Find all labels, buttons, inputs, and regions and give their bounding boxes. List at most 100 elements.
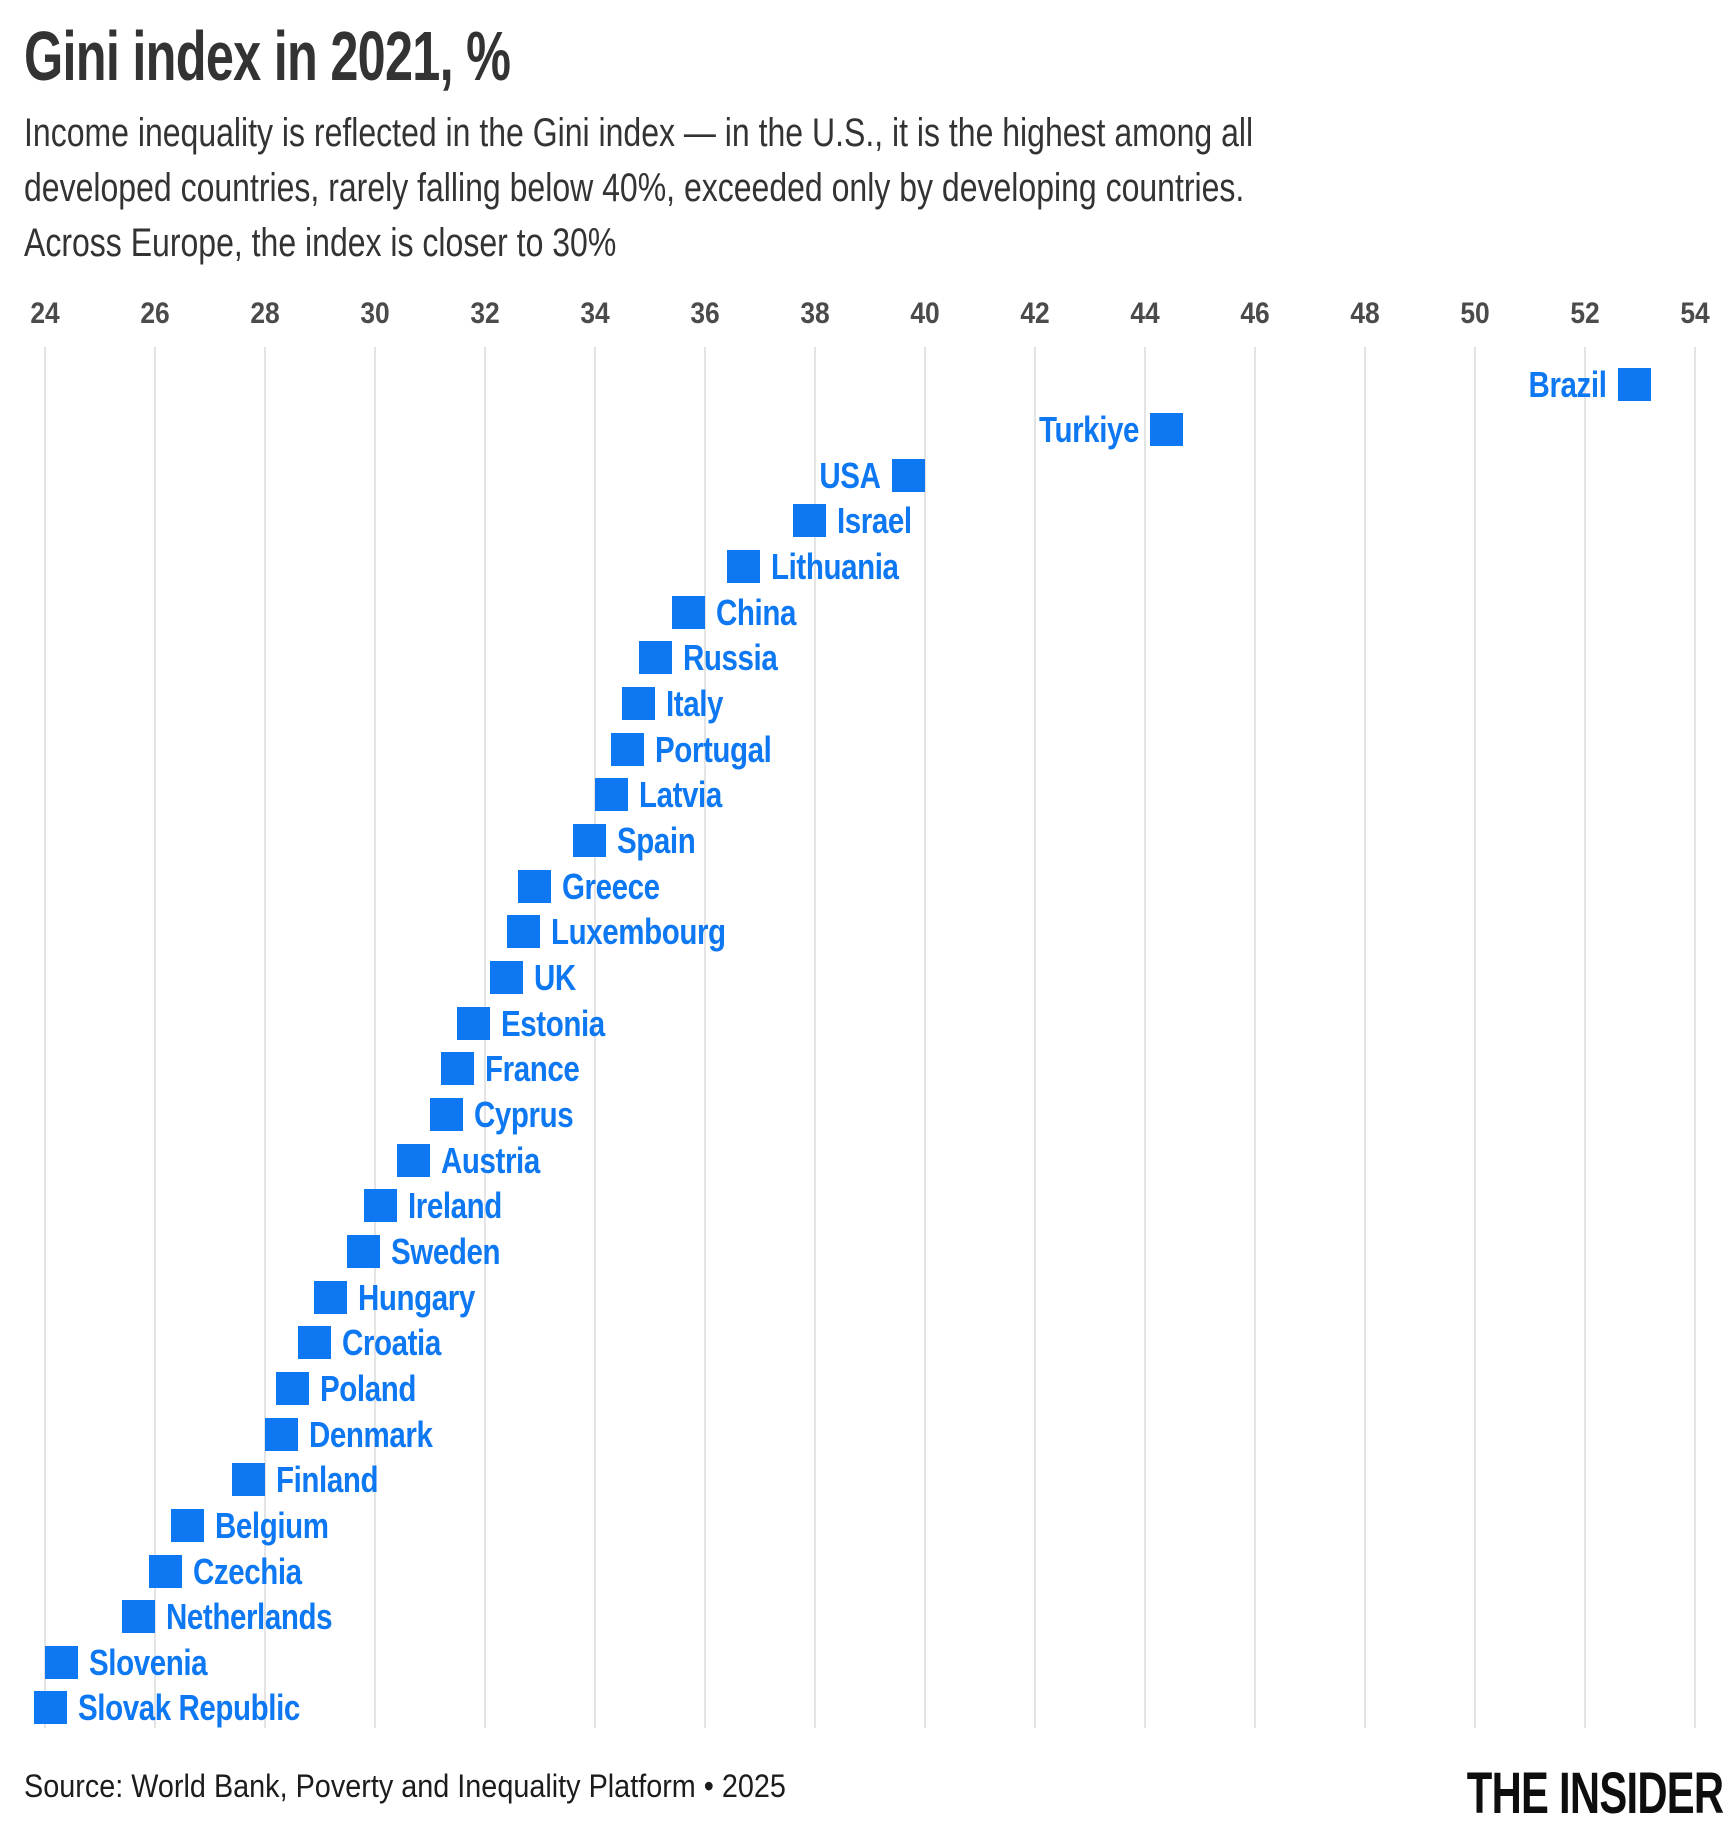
marker-sweden bbox=[347, 1234, 380, 1268]
marker-russia bbox=[638, 641, 672, 675]
country-label-russia: Russia bbox=[682, 637, 778, 679]
country-label-portugal: Portugal bbox=[655, 728, 772, 770]
marker-latvia bbox=[594, 778, 628, 812]
marker-denmark bbox=[264, 1417, 298, 1451]
marker-czechia bbox=[149, 1554, 182, 1588]
marker-portugal bbox=[611, 732, 644, 766]
marker-china bbox=[671, 595, 705, 629]
country-label-czechia: Czechia bbox=[193, 1550, 302, 1592]
country-label-hungary: Hungary bbox=[358, 1276, 475, 1318]
marker-slovak-republic bbox=[33, 1691, 67, 1725]
country-label-uk: UK bbox=[534, 957, 576, 998]
axis-tick-24: 24 bbox=[29, 297, 60, 330]
gridline-34 bbox=[593, 347, 596, 1728]
source-note: Source: World Bank, Poverty and Inequali… bbox=[24, 1768, 786, 1804]
country-label-slovak-republic: Slovak Republic bbox=[77, 1687, 300, 1729]
marker-turkiye bbox=[1150, 413, 1183, 447]
gridline-36 bbox=[703, 347, 706, 1728]
axis-tick-26: 26 bbox=[139, 297, 170, 330]
country-label-turkiye: Turkiye bbox=[1039, 409, 1139, 451]
country-label-netherlands: Netherlands bbox=[165, 1596, 333, 1638]
country-label-china: China bbox=[715, 591, 796, 633]
gridline-52 bbox=[1583, 347, 1586, 1728]
axis-tick-36: 36 bbox=[689, 297, 720, 330]
gridline-46 bbox=[1253, 347, 1256, 1728]
subtitle-line-1: Income inequality is reflected in the Gi… bbox=[24, 111, 1254, 155]
country-label-sweden: Sweden bbox=[391, 1230, 501, 1272]
country-label-poland: Poland bbox=[319, 1367, 416, 1409]
marker-spain bbox=[572, 824, 606, 858]
gridline-26 bbox=[153, 347, 156, 1728]
marker-belgium bbox=[171, 1508, 204, 1542]
axis-tick-28: 28 bbox=[249, 297, 280, 330]
country-label-estonia: Estonia bbox=[501, 1002, 605, 1044]
country-label-finland: Finland bbox=[275, 1459, 378, 1501]
country-label-greece: Greece bbox=[561, 865, 660, 907]
axis-tick-50: 50 bbox=[1459, 297, 1490, 330]
gridline-48 bbox=[1363, 347, 1366, 1728]
axis-tick-38: 38 bbox=[799, 297, 830, 330]
marker-slovenia bbox=[44, 1645, 78, 1679]
country-label-lithuania: Lithuania bbox=[770, 546, 899, 588]
marker-croatia bbox=[297, 1326, 331, 1360]
marker-usa bbox=[891, 458, 925, 492]
gridline-24 bbox=[43, 347, 46, 1728]
country-label-latvia: Latvia bbox=[638, 774, 722, 816]
country-label-israel: Israel bbox=[836, 500, 912, 542]
country-label-brazil: Brazil bbox=[1528, 363, 1607, 405]
country-label-luxembourg: Luxembourg bbox=[550, 911, 726, 953]
country-label-italy: Italy bbox=[666, 683, 724, 725]
marker-ireland bbox=[363, 1189, 397, 1223]
country-label-cyprus: Cyprus bbox=[473, 1093, 574, 1135]
country-label-slovenia: Slovenia bbox=[88, 1641, 208, 1683]
country-label-croatia: Croatia bbox=[341, 1322, 441, 1364]
country-label-spain: Spain bbox=[616, 820, 696, 862]
marker-france bbox=[440, 1052, 474, 1086]
gridline-38 bbox=[813, 347, 816, 1728]
axis-tick-32: 32 bbox=[469, 297, 500, 330]
gridline-54 bbox=[1693, 347, 1696, 1728]
country-label-denmark: Denmark bbox=[308, 1413, 433, 1455]
gridline-50 bbox=[1473, 347, 1476, 1728]
axis-tick-54: 54 bbox=[1679, 297, 1710, 330]
chart-title: Gini index in 2021, % bbox=[24, 17, 511, 95]
country-label-austria: Austria bbox=[440, 1139, 540, 1181]
marker-finland bbox=[231, 1463, 265, 1497]
axis-tick-34: 34 bbox=[579, 297, 610, 330]
gridline-28 bbox=[263, 347, 266, 1728]
axis-tick-40: 40 bbox=[909, 297, 940, 330]
axis-tick-46: 46 bbox=[1239, 297, 1270, 330]
marker-uk bbox=[490, 961, 523, 994]
marker-lithuania bbox=[726, 550, 760, 584]
gridline-42 bbox=[1033, 347, 1036, 1728]
marker-hungary bbox=[314, 1280, 347, 1314]
marker-austria bbox=[396, 1143, 430, 1177]
country-label-ireland: Ireland bbox=[407, 1185, 502, 1227]
marker-poland bbox=[275, 1371, 309, 1405]
country-label-usa: USA bbox=[819, 454, 881, 496]
marker-greece bbox=[517, 869, 551, 903]
insider-logo: THE INSIDER bbox=[1466, 1761, 1723, 1826]
axis-tick-48: 48 bbox=[1349, 297, 1380, 330]
axis-tick-44: 44 bbox=[1129, 297, 1160, 330]
marker-cyprus bbox=[429, 1097, 463, 1131]
marker-netherlands bbox=[121, 1600, 155, 1634]
gridline-30 bbox=[373, 347, 376, 1728]
country-label-france: France bbox=[484, 1048, 580, 1090]
subtitle-line-2: developed countries, rarely falling belo… bbox=[24, 166, 1245, 210]
gridline-44 bbox=[1143, 347, 1146, 1728]
marker-brazil bbox=[1617, 367, 1651, 401]
marker-luxembourg bbox=[506, 915, 540, 949]
subtitle-line-3: Across Europe, the index is closer to 30… bbox=[24, 221, 617, 265]
axis-tick-30: 30 bbox=[359, 297, 390, 330]
gridline-40 bbox=[923, 347, 926, 1728]
marker-italy bbox=[622, 687, 655, 721]
axis-tick-42: 42 bbox=[1019, 297, 1050, 330]
chart-subtitle: Income inequality is reflected in the Gi… bbox=[24, 106, 1253, 271]
country-label-belgium: Belgium bbox=[215, 1504, 329, 1546]
marker-estonia bbox=[457, 1006, 490, 1040]
axis-tick-52: 52 bbox=[1569, 297, 1600, 330]
marker-israel bbox=[792, 504, 826, 538]
